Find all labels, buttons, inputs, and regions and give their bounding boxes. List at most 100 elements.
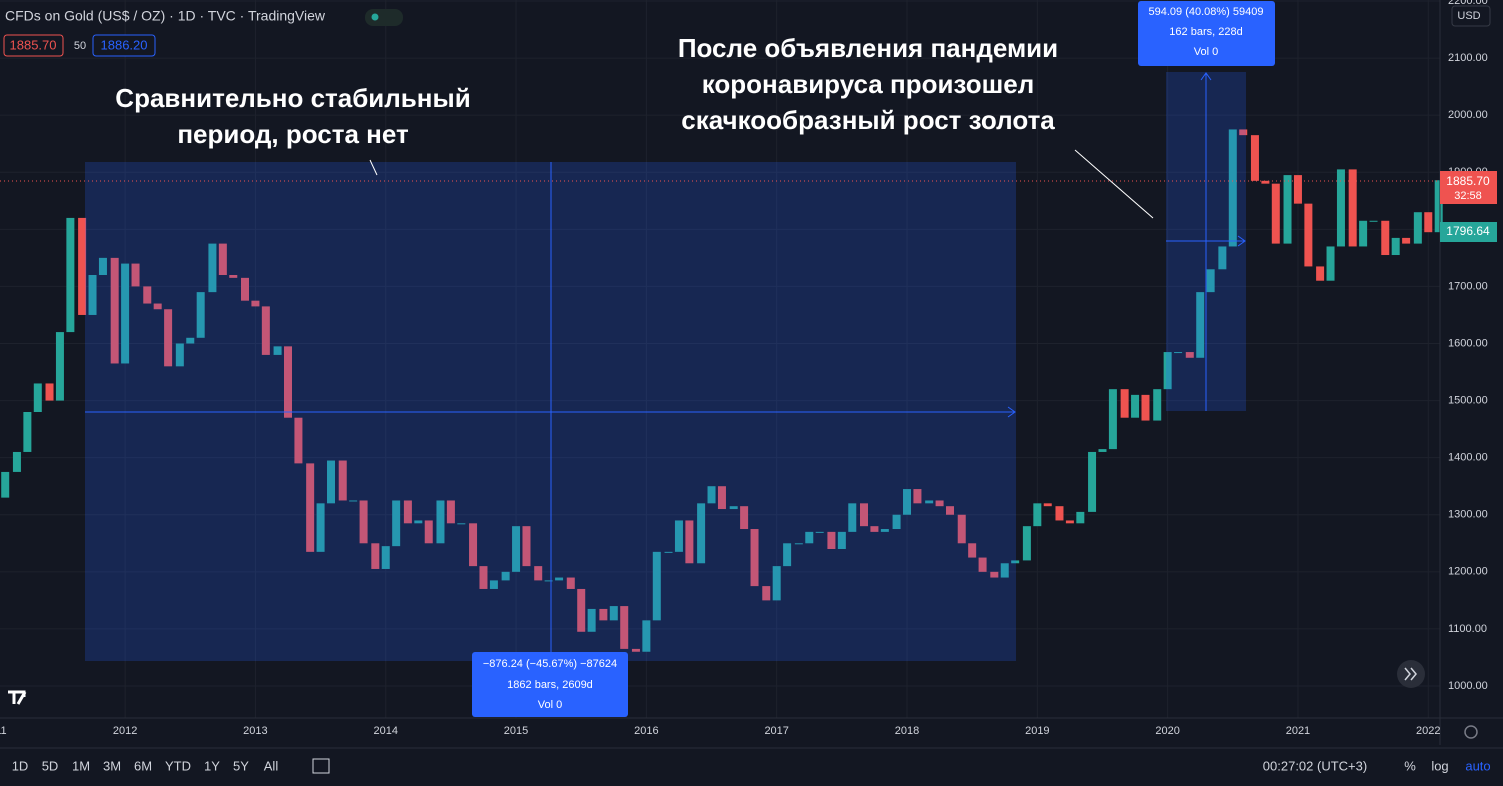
- time-tick-label: 2021: [1286, 725, 1310, 737]
- candle: [261, 306, 270, 355]
- candle: [1153, 389, 1162, 421]
- symbol-title[interactable]: CFDs on Gold (US$ / OZ) · 1D · TVC · Tra…: [5, 8, 326, 24]
- price-axis: 1000.00 1100.00 1200.00 1300.00 1400.00 1500.…: [1448, 0, 1488, 692]
- ask-box[interactable]: [92, 34, 156, 57]
- callout-line: [1074, 149, 1154, 219]
- candle: [805, 531, 814, 544]
- candle: [1402, 237, 1411, 244]
- candle: [1174, 352, 1183, 354]
- candle: [1043, 503, 1052, 507]
- bid-box[interactable]: [3, 34, 64, 57]
- candle: [925, 500, 934, 504]
- candle: [717, 486, 726, 510]
- price-tick-label: 2200.00: [1448, 0, 1488, 7]
- goto-date[interactable]: [312, 758, 330, 774]
- time-tick-label: 2016: [634, 725, 658, 737]
- settings-icon[interactable]: [1464, 725, 1478, 739]
- range-button[interactable]: 1D: [12, 758, 29, 773]
- candle: [620, 606, 629, 649]
- range-button[interactable]: 1M: [72, 758, 90, 773]
- candle: [762, 586, 771, 601]
- candle: [1271, 183, 1280, 244]
- candle: [196, 292, 205, 338]
- range-button[interactable]: 1Y: [204, 758, 220, 773]
- candle: [131, 263, 140, 287]
- status-badge: [365, 9, 403, 26]
- price-tick-label: 1000.00: [1448, 680, 1488, 692]
- measure-text: Vol 0: [1194, 46, 1218, 58]
- time-tick-label: 2015: [504, 725, 528, 737]
- price-tick-label: 2100.00: [1448, 52, 1488, 64]
- candle: [1011, 560, 1020, 564]
- candle: [990, 571, 999, 578]
- range-button[interactable]: All: [264, 758, 279, 773]
- candle: [469, 523, 478, 567]
- price-tick-label: 1300.00: [1448, 509, 1488, 521]
- countdown: 32:58: [1454, 190, 1482, 202]
- currency-button[interactable]: [1451, 5, 1491, 27]
- annotation: коронавируса произошел: [702, 69, 1035, 99]
- candle: [577, 588, 586, 632]
- currency: USD: [1457, 10, 1480, 22]
- candle: [175, 343, 184, 367]
- time-tick-label: 2018: [895, 725, 919, 737]
- range-button[interactable]: YTD: [165, 758, 191, 773]
- candle: [750, 529, 759, 587]
- candle: [978, 557, 987, 572]
- candle: [349, 500, 358, 502]
- candle: [1000, 563, 1009, 578]
- last-price: 1885.70: [1446, 174, 1490, 188]
- candle: [1088, 451, 1097, 512]
- log-toggle[interactable]: log: [1431, 758, 1448, 773]
- candle: [251, 300, 260, 307]
- percent-toggle[interactable]: %: [1404, 758, 1416, 773]
- candle: [1196, 292, 1205, 358]
- time-tick-label: 2014: [373, 725, 397, 737]
- candle: [153, 303, 162, 310]
- time-tick-label: 2020: [1155, 725, 1179, 737]
- candle: [78, 217, 87, 315]
- candle: [294, 417, 303, 464]
- candle: [1218, 246, 1227, 270]
- candle: [522, 526, 531, 567]
- measure-text: 1862 bars, 2609d: [507, 679, 593, 691]
- candle: [827, 531, 836, 549]
- arrow: [1237, 235, 1246, 247]
- candle: [740, 506, 749, 530]
- candle: [33, 383, 42, 412]
- range-button[interactable]: 5D: [42, 758, 59, 773]
- range-button[interactable]: 6M: [134, 758, 152, 773]
- candle: [1033, 503, 1042, 527]
- candle: [642, 620, 651, 652]
- candle: [1434, 180, 1443, 233]
- candle: [66, 217, 75, 333]
- candle: [697, 503, 706, 564]
- candle: [674, 520, 683, 552]
- candle: [229, 275, 238, 278]
- range-button[interactable]: 5Y: [233, 758, 249, 773]
- candle: [946, 506, 955, 515]
- candle: [880, 529, 889, 532]
- scroll-button[interactable]: [1397, 660, 1425, 688]
- candle: [1283, 175, 1292, 244]
- price-tick-label: 1500.00: [1448, 394, 1488, 406]
- measure-text: Vol 0: [538, 699, 562, 711]
- auto-toggle[interactable]: auto: [1465, 758, 1490, 773]
- candle: [392, 500, 401, 547]
- range-button[interactable]: 3M: [103, 758, 121, 773]
- candle: [110, 257, 119, 364]
- candle: [794, 543, 803, 545]
- candle: [414, 520, 423, 524]
- candle: [273, 346, 282, 355]
- candle: [436, 500, 445, 544]
- candle: [1381, 220, 1390, 256]
- candle: [968, 543, 977, 558]
- time-tick-label: 2017: [764, 725, 788, 737]
- candle: [371, 543, 380, 569]
- candle: [457, 523, 466, 525]
- price-tick-label: 1400.00: [1448, 452, 1488, 464]
- candle: [609, 606, 618, 621]
- candle: [1065, 520, 1074, 524]
- candle: [424, 520, 433, 544]
- candle: [403, 500, 412, 524]
